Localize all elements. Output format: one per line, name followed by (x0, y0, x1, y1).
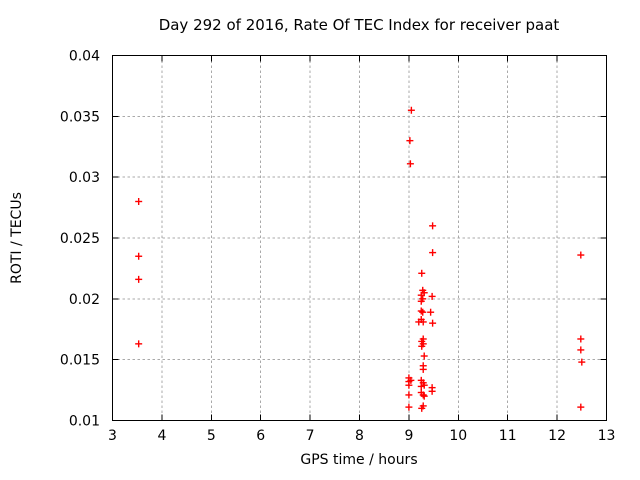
y-axis-label: ROTI / TECUs (9, 192, 25, 284)
data-point (419, 365, 427, 373)
x-tick-label: 6 (256, 428, 265, 444)
data-point (577, 335, 585, 343)
data-point (417, 382, 425, 390)
y-tick-label: 0.015 (60, 353, 100, 369)
x-tick-label: 3 (108, 428, 117, 444)
x-tick-label: 9 (404, 428, 413, 444)
data-point (135, 275, 143, 283)
data-point (405, 403, 413, 411)
data-point (417, 307, 425, 315)
data-point (418, 404, 426, 412)
data-points (135, 106, 586, 412)
tick-labels: 3 4 5 6 7 8 9 10 11 12 13 0.01 0.015 0.02 0.025 0.03 0.0… (60, 49, 616, 445)
data-point (419, 391, 427, 399)
data-point (406, 137, 414, 145)
y-tick-label: 0.02 (69, 292, 100, 308)
data-point (418, 342, 426, 350)
data-point (415, 318, 423, 326)
x-tick-label: 4 (157, 428, 166, 444)
data-point (419, 308, 427, 316)
x-tick-label: 10 (449, 428, 467, 444)
data-point (418, 269, 426, 277)
data-point (405, 381, 413, 389)
data-point (577, 346, 585, 354)
x-axis-label: GPS time / hours (300, 452, 418, 468)
data-point (417, 297, 425, 305)
y-tick-label: 0.01 (69, 414, 100, 430)
y-tick-label: 0.035 (60, 109, 100, 125)
x-tick-label: 8 (355, 428, 364, 444)
data-point (429, 222, 437, 230)
data-point (135, 340, 143, 348)
data-point (135, 252, 143, 260)
x-tick-label: 5 (207, 428, 216, 444)
tick-marks (112, 55, 607, 421)
data-point (406, 160, 414, 168)
data-point (417, 291, 425, 299)
data-point (428, 387, 436, 395)
data-point (407, 106, 415, 114)
data-point (577, 403, 585, 411)
data-point (578, 358, 586, 366)
data-point (427, 308, 435, 316)
y-tick-label: 0.025 (60, 231, 100, 247)
grid-lines (112, 55, 607, 421)
y-tick-label: 0.04 (69, 49, 100, 65)
y-tick-label: 0.03 (69, 170, 100, 186)
data-point (420, 352, 428, 360)
data-point (429, 319, 437, 327)
data-point (577, 251, 585, 259)
data-point (405, 391, 413, 399)
data-point (135, 198, 143, 205)
x-tick-label: 12 (548, 428, 566, 444)
data-point (428, 292, 436, 300)
x-tick-label: 11 (499, 428, 517, 444)
x-tick-label: 7 (306, 428, 315, 444)
x-tick-label: 13 (598, 428, 616, 444)
chart-title: Day 292 of 2016, Rate Of TEC Index for r… (158, 16, 560, 34)
data-point (420, 392, 428, 400)
data-point (429, 249, 437, 257)
